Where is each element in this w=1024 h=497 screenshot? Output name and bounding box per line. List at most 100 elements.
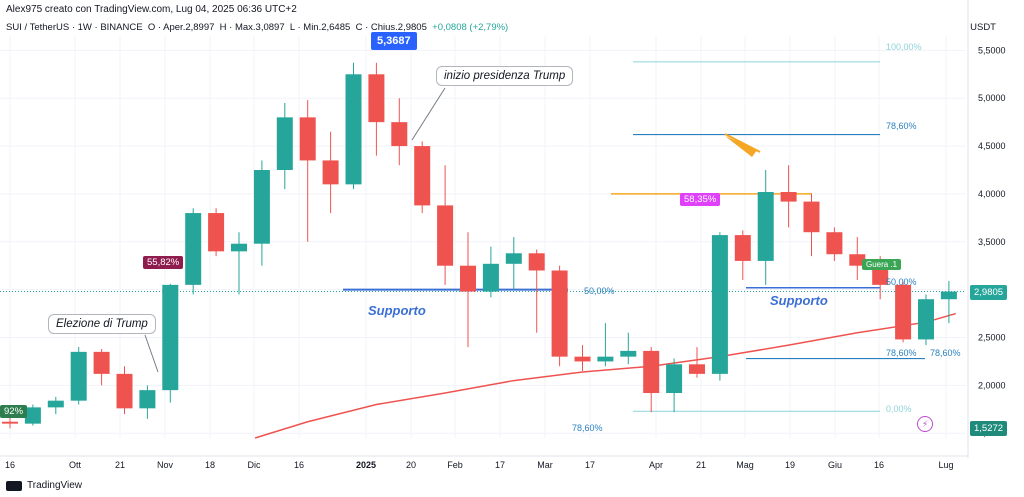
candle-body <box>734 235 751 261</box>
peak-price-tag: 5,3687 <box>371 32 417 50</box>
lightning-icon[interactable]: ⚡ <box>917 416 933 432</box>
candle-body <box>24 407 41 424</box>
x-tick-label: 2025 <box>356 460 376 470</box>
x-tick-label: 18 <box>205 460 215 470</box>
y-tick-label: 4,5000 <box>978 141 1006 151</box>
close-value: C · Chius.2,9805 <box>355 22 427 33</box>
fib-label-left-50: 50,00% <box>584 286 615 296</box>
candle-body <box>757 192 774 261</box>
support-label-right: Supporto <box>770 293 828 308</box>
candle-body <box>276 117 293 170</box>
candle-body <box>162 284 179 391</box>
candle-body <box>368 74 385 123</box>
candle-body <box>322 160 339 185</box>
fib-label-right-786-a: 78,60% <box>886 348 917 358</box>
election-callout-line <box>144 334 159 373</box>
fib-label-right-786-b: 78,60% <box>930 348 961 358</box>
candle-body <box>93 351 110 374</box>
candle-body <box>391 122 408 147</box>
pct-badge-edge: 92% <box>0 405 28 418</box>
candle-body <box>253 170 270 244</box>
candle-body <box>414 146 431 206</box>
candle-body <box>895 284 912 340</box>
candle-body <box>528 253 545 271</box>
x-tick-label: Ott <box>69 460 82 470</box>
candle-body <box>437 205 454 266</box>
x-tick-label: 21 <box>696 460 706 470</box>
chart-credit: Alex975 creato con TradingView.com, Lug … <box>6 4 297 15</box>
pct-badge-right: 58,35% <box>680 193 721 206</box>
low-value: L · Min.2,6485 <box>289 22 351 33</box>
orange-arrow <box>725 136 757 157</box>
x-tick-label: 17 <box>585 460 595 470</box>
candle-body <box>803 201 820 233</box>
x-tick-label: Mag <box>736 460 754 470</box>
candle-body <box>139 390 156 409</box>
y-tick-label: 5,5000 <box>978 45 1006 55</box>
high-value: H · Max.3,0897 <box>219 22 285 33</box>
x-tick-label: 16 <box>5 460 15 470</box>
candle-body <box>345 74 362 185</box>
candle-body <box>116 373 133 409</box>
x-tick-label: 17 <box>495 460 505 470</box>
candle-body <box>208 213 225 252</box>
candle-body <box>780 192 797 202</box>
tradingview-brand: TradingView <box>27 480 83 491</box>
x-tick-label: 16 <box>874 460 884 470</box>
x-tick-label: 21 <box>115 460 125 470</box>
candle-body <box>70 351 87 401</box>
open-value: O · Aper.2,8997 <box>147 22 215 33</box>
candle-body <box>872 265 889 285</box>
fib-label-left-786: 78,60% <box>572 423 603 433</box>
y-tick-label: 4,0000 <box>978 189 1006 199</box>
symbol-name[interactable]: SUI / TetherUS · 1W · BINANCE <box>6 22 143 33</box>
fib-label-right-0: 0,00% <box>886 404 912 414</box>
candle-body <box>849 254 866 266</box>
candle-body <box>918 299 934 340</box>
candle-body <box>231 243 247 252</box>
candle-body <box>299 117 316 161</box>
candle-body <box>460 265 476 292</box>
candle-body <box>666 364 683 394</box>
pct-badge-left: 55,82% <box>143 256 184 269</box>
y-tick-label: 2,5000 <box>978 333 1006 343</box>
x-tick-label: Dic <box>248 460 261 470</box>
currency-label: USDT <box>970 22 996 33</box>
annotation-inauguration[interactable]: inizio presidenza Trump <box>436 66 574 86</box>
y-tick-label: 3,5000 <box>978 237 1006 247</box>
symbol-legend: SUI / TetherUS · 1W · BINANCE O · Aper.2… <box>6 22 508 33</box>
candle-body <box>826 232 843 255</box>
x-tick-label: Apr <box>649 460 663 470</box>
moving-average-line <box>254 312 956 439</box>
annotation-election[interactable]: Elezione di Trump <box>48 314 156 334</box>
candle-body <box>551 270 568 357</box>
x-tick-label: Feb <box>447 460 463 470</box>
y-tick-label: 2,0000 <box>978 380 1006 390</box>
candle-body <box>689 364 705 374</box>
candle-body <box>940 291 957 300</box>
fib-label-right-100: 100,00% <box>886 42 922 52</box>
x-tick-label: Lug <box>938 460 953 470</box>
candle-body <box>185 213 202 285</box>
fib-label-right-786-top: 78,60% <box>886 121 917 131</box>
x-tick-label: 16 <box>294 460 304 470</box>
candle-body <box>711 235 728 374</box>
candle-body <box>574 356 591 362</box>
inauguration-callout-line <box>411 87 446 141</box>
x-tick-label: 19 <box>785 460 795 470</box>
x-tick-label: 20 <box>406 460 416 470</box>
tradingview-logo-icon <box>6 480 22 491</box>
low-price-tag: 1,5272 <box>970 421 1008 436</box>
candle-body <box>505 253 522 264</box>
candle-body <box>2 421 18 424</box>
x-tick-label: Giu <box>828 460 842 470</box>
x-tick-label: Mar <box>537 460 553 470</box>
candle-body <box>47 400 64 408</box>
candle-body <box>482 263 499 292</box>
candle-body <box>597 356 614 362</box>
tradingview-footer[interactable]: TradingView <box>6 480 82 491</box>
candle-body <box>620 350 637 357</box>
x-tick-label: Nov <box>157 460 174 470</box>
change-value: +0,0808 (+2,79%) <box>432 22 509 33</box>
